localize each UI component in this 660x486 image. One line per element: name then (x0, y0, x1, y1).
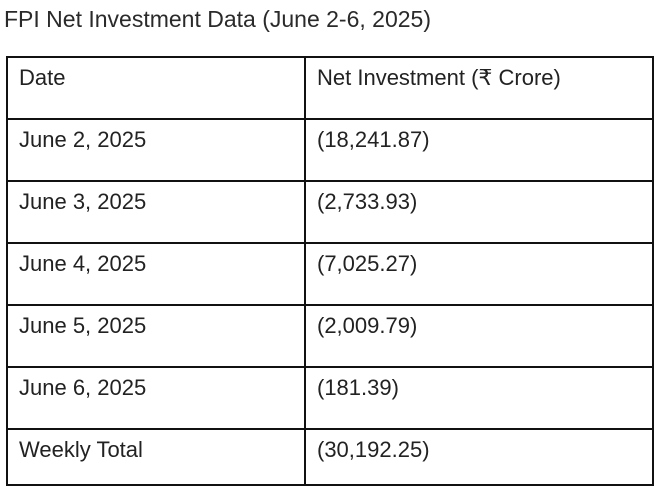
date-cell: June 2, 2025 (6, 118, 306, 182)
date-cell: June 3, 2025 (6, 180, 306, 244)
weekly-total-label: Weekly Total (6, 428, 306, 486)
fpi-investment-table: Date Net Investment (₹ Crore) June 2, 20… (6, 56, 654, 486)
header-net-investment: Net Investment (₹ Crore) (304, 56, 654, 120)
net-investment-cell: (181.39) (304, 366, 654, 430)
date-cell: June 6, 2025 (6, 366, 306, 430)
table-row: June 5, 2025 (2,009.79) (6, 304, 654, 368)
date-cell: June 4, 2025 (6, 242, 306, 306)
table-row: June 4, 2025 (7,025.27) (6, 242, 654, 306)
table-row: June 2, 2025 (18,241.87) (6, 118, 654, 182)
weekly-total-row: Weekly Total (30,192.25) (6, 428, 654, 486)
net-investment-cell: (18,241.87) (304, 118, 654, 182)
weekly-total-value: (30,192.25) (304, 428, 654, 486)
net-investment-cell: (2,733.93) (304, 180, 654, 244)
table-header-row: Date Net Investment (₹ Crore) (6, 56, 654, 120)
date-cell: June 5, 2025 (6, 304, 306, 368)
table-row: June 6, 2025 (181.39) (6, 366, 654, 430)
header-date: Date (6, 56, 306, 120)
table-row: June 3, 2025 (2,733.93) (6, 180, 654, 244)
page-title: FPI Net Investment Data (June 2-6, 2025) (4, 6, 431, 32)
net-investment-cell: (7,025.27) (304, 242, 654, 306)
net-investment-cell: (2,009.79) (304, 304, 654, 368)
